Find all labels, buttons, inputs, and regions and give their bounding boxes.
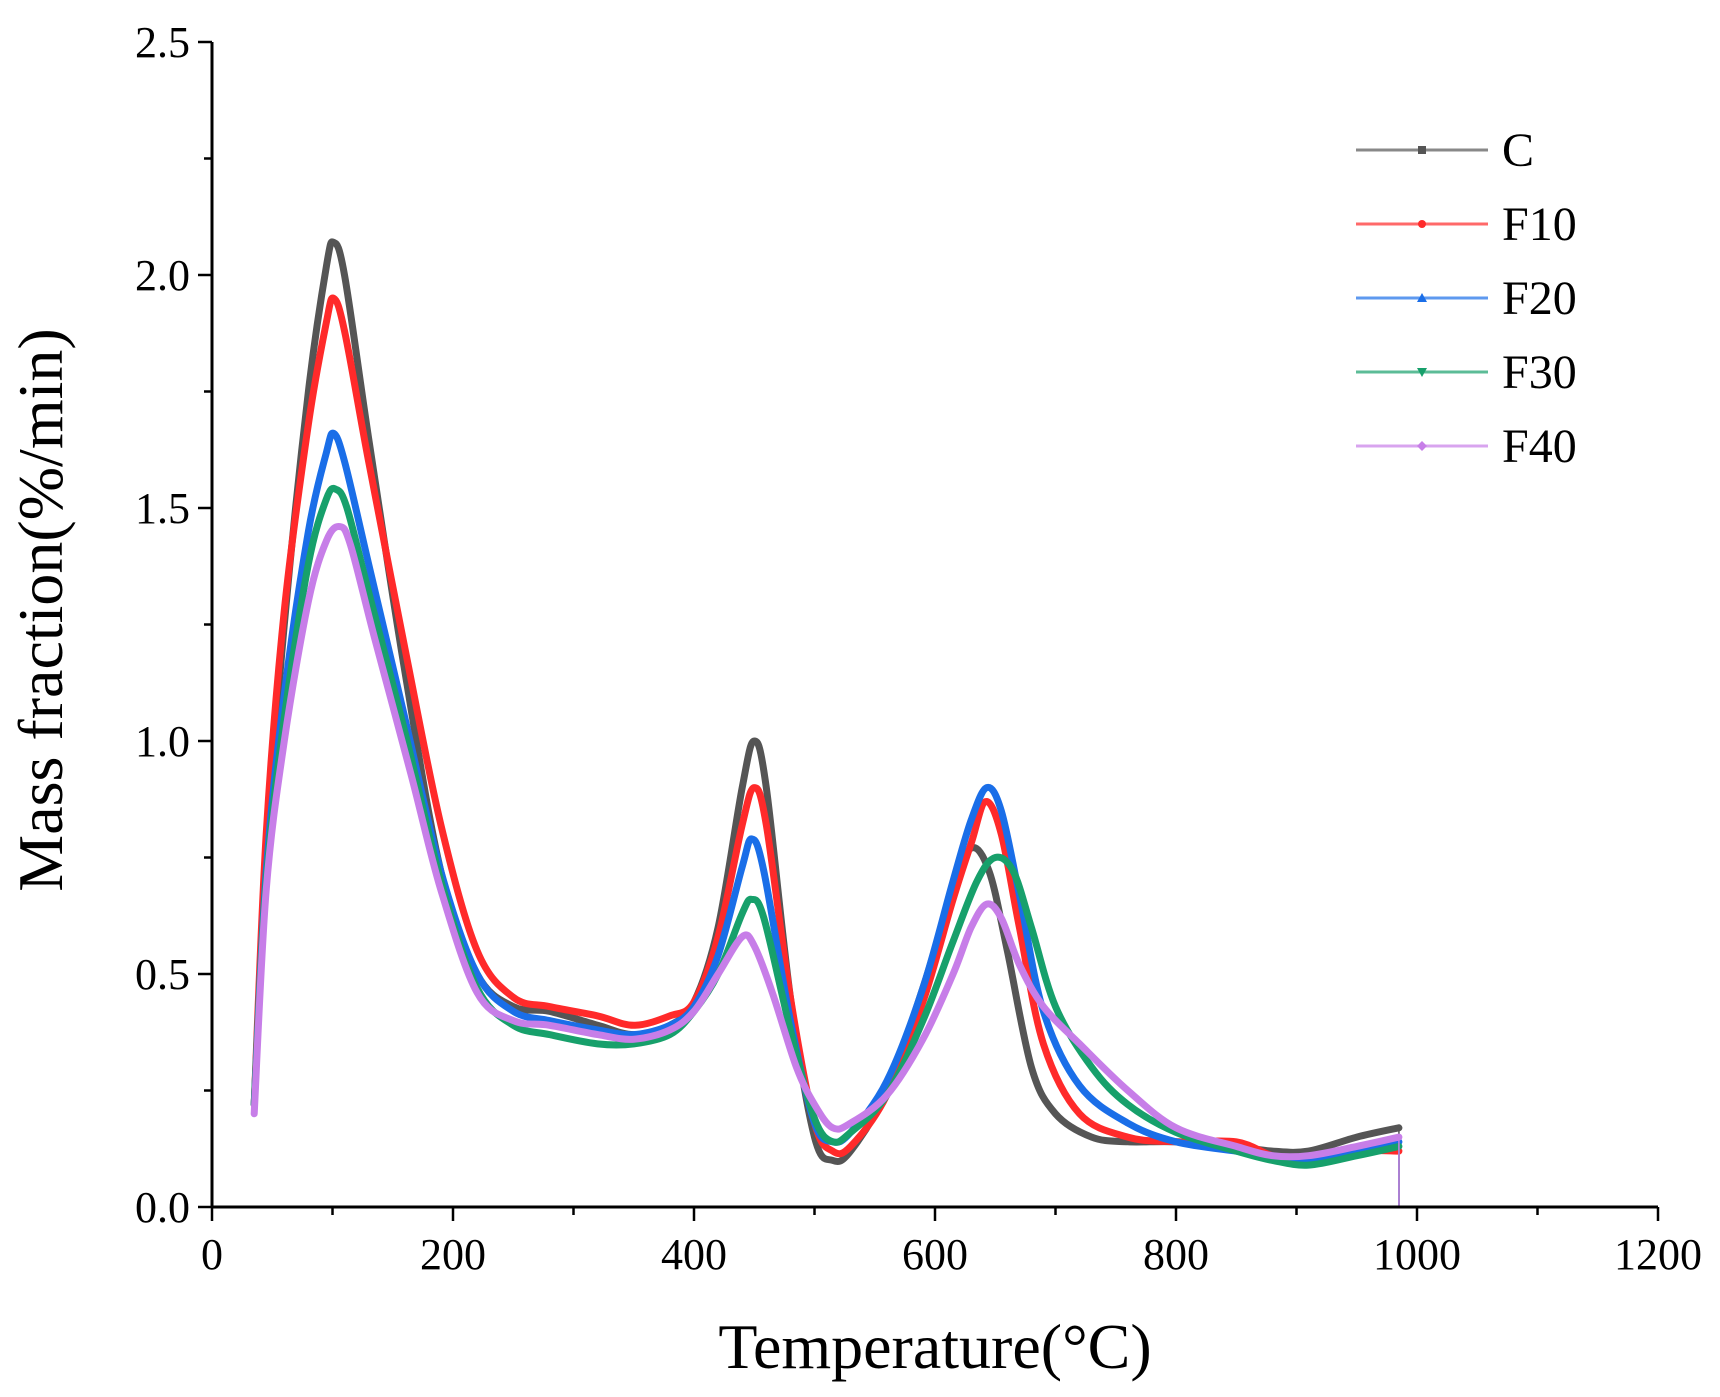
y-axis-title: Mass fraction(%/min)	[5, 328, 76, 891]
y-tick-label: 0.5	[135, 950, 190, 999]
y-tick-labels: 0.0 0.5 1.0 1.5 2.0 2.5	[135, 18, 190, 1232]
x-axis-title: Temperature(°C)	[718, 1311, 1151, 1382]
x-tick-label: 0	[201, 1230, 223, 1279]
legend: C F10 F20 F30 F40	[1356, 124, 1577, 473]
legend-label: F40	[1502, 420, 1577, 473]
series-line-c	[250, 238, 1403, 1166]
legend-item-f40: F40	[1356, 420, 1577, 473]
legend-swatch	[1356, 146, 1488, 154]
legend-item-f20: F20	[1356, 272, 1577, 325]
legend-marker	[1417, 441, 1427, 451]
y-tick-label: 2.5	[135, 18, 190, 67]
x-tick-label: 800	[1143, 1230, 1209, 1279]
legend-marker	[1418, 146, 1426, 154]
legend-item-c: C	[1356, 124, 1534, 177]
legend-label: F20	[1502, 272, 1577, 325]
legend-marker	[1418, 220, 1426, 228]
x-tick-label: 400	[661, 1230, 727, 1279]
x-tick-label: 600	[902, 1230, 968, 1279]
series-line-f10	[250, 294, 1403, 1165]
legend-label: C	[1502, 124, 1534, 177]
legend-label: F30	[1502, 346, 1577, 399]
x-tick-label: 1200	[1614, 1230, 1702, 1279]
plot-series	[250, 238, 1403, 1207]
legend-swatch	[1356, 293, 1488, 302]
x-tick-labels: 0 200 400 600 800 1000 1200	[201, 1230, 1702, 1279]
x-tick-label: 1000	[1373, 1230, 1461, 1279]
legend-label: F10	[1502, 198, 1577, 251]
y-tick-label: 1.0	[135, 717, 190, 766]
y-tick-label: 2.0	[135, 251, 190, 300]
legend-swatch	[1356, 220, 1488, 228]
legend-item-f30: F30	[1356, 346, 1577, 399]
ticks	[198, 40, 1660, 1221]
series-line-f20	[250, 429, 1403, 1164]
legend-marker	[1417, 368, 1427, 377]
legend-marker	[1417, 293, 1427, 302]
legend-swatch	[1356, 441, 1488, 451]
series-line-f40	[250, 523, 1403, 1161]
x-tick-label: 200	[420, 1230, 486, 1279]
legend-swatch	[1356, 368, 1488, 377]
y-tick-label: 0.0	[135, 1183, 190, 1232]
legend-item-f10: F10	[1356, 198, 1577, 251]
y-tick-label: 1.5	[135, 484, 190, 533]
